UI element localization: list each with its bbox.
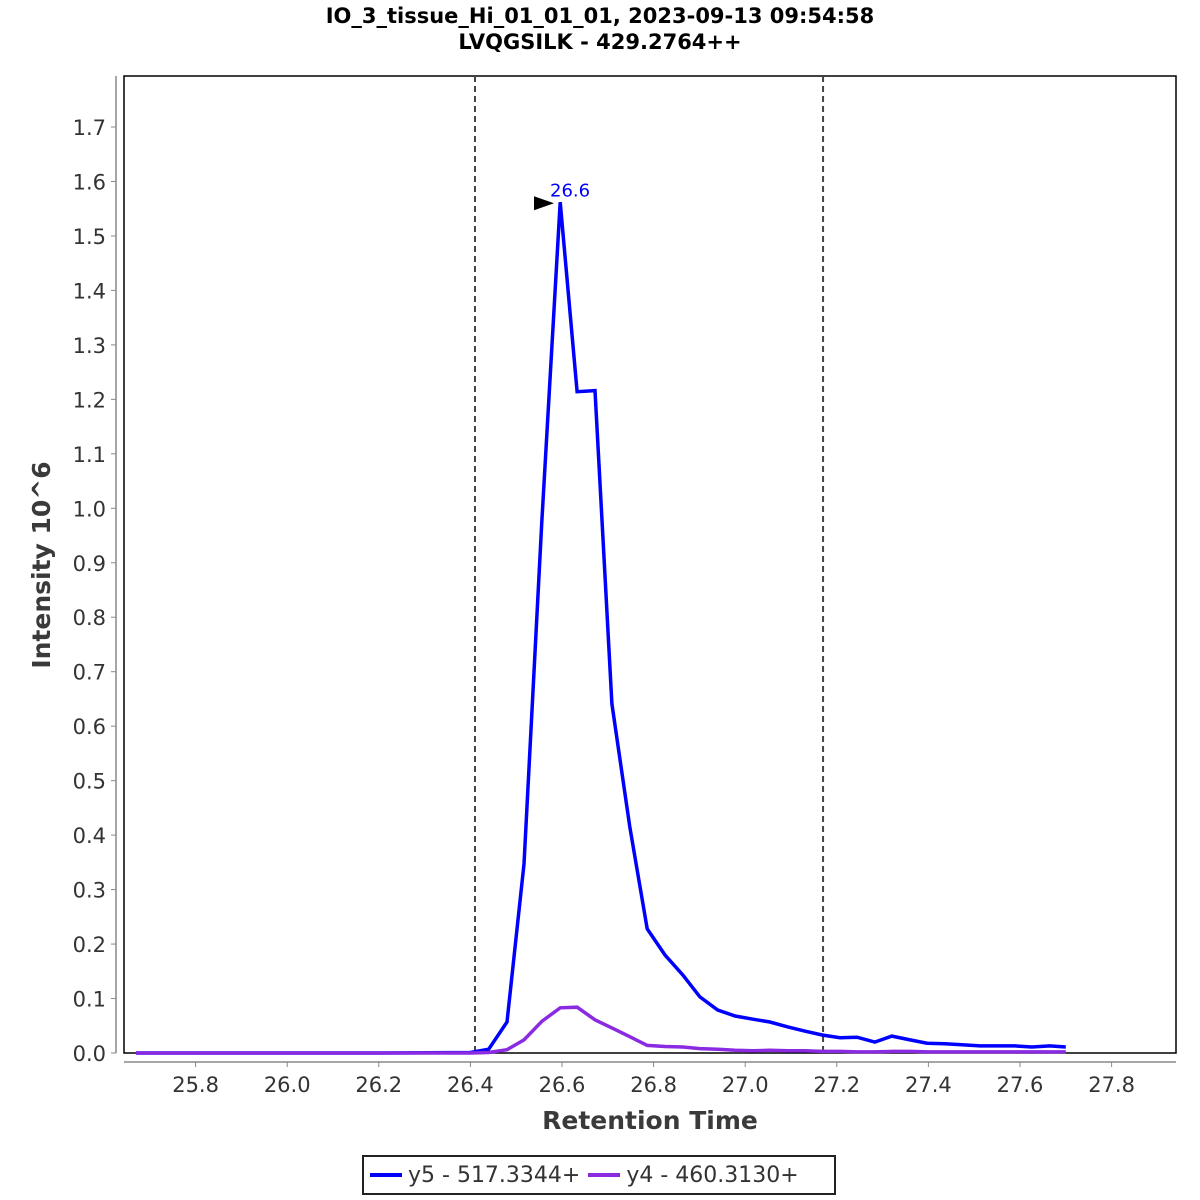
y-tick-label: 0.1: [73, 988, 106, 1012]
x-tick-label: 26.8: [630, 1073, 677, 1097]
peak-marker-arrow-icon: [534, 196, 554, 211]
y-tick-label: 1.1: [73, 443, 106, 467]
y-tick-label: 1.2: [73, 388, 106, 412]
y-tick-label: 0.3: [73, 879, 106, 903]
y-tick-label: 0.9: [73, 552, 106, 576]
y-tick-label: 0.6: [73, 715, 106, 739]
y-tick-label: 0.5: [73, 770, 106, 794]
y-tick-label: 0.4: [73, 824, 106, 848]
x-tick-label: 27.0: [722, 1073, 769, 1097]
x-tick-label: 26.6: [539, 1073, 586, 1097]
legend-swatch-y4: [588, 1173, 621, 1177]
plot-area: [123, 75, 1177, 1054]
x-tick-label: 25.8: [172, 1073, 219, 1097]
chart-title-line1: IO_3_tissue_Hi_01_01_01, 2023-09-13 09:5…: [325, 4, 875, 28]
legend-item-y5: y5 - 517.3344+: [370, 1163, 580, 1188]
y-tick-label: 1.0: [73, 497, 106, 521]
legend-label-y4: y4 - 460.3130+: [626, 1162, 799, 1188]
y-tick-label: 1.3: [73, 334, 106, 358]
x-tick-label: 26.0: [264, 1073, 311, 1097]
x-tick-label: 27.2: [813, 1073, 860, 1097]
x-axis-label: Retention Time: [542, 1106, 758, 1135]
x-tick-label: 27.6: [997, 1073, 1044, 1097]
y-tick-label: 1.6: [73, 170, 106, 194]
x-tick-label: 27.8: [1088, 1073, 1135, 1097]
y-tick-label: 0.7: [73, 661, 106, 685]
legend-swatch-y5: [370, 1173, 402, 1177]
chart-title-line2: LVQGSILK - 429.2764++: [458, 30, 742, 54]
legend: y5 - 517.3344+ y4 - 460.3130+: [362, 1155, 836, 1195]
legend-item-y4: y4 - 460.3130+: [588, 1162, 799, 1188]
x-tick-label: 27.4: [905, 1073, 952, 1097]
y-tick-label: 0.0: [73, 1042, 106, 1066]
x-tick-label: 26.2: [355, 1073, 402, 1097]
y-tick-label: 1.7: [73, 116, 106, 140]
series-y4-line: [136, 1005, 1066, 1055]
legend-label-y5: y5 - 517.3344+: [408, 1162, 581, 1188]
y-tick-label: 0.2: [73, 933, 106, 957]
y-axis-label: Intensity 10^6: [27, 461, 56, 668]
y-tick-label: 0.8: [73, 606, 106, 630]
y-tick-label: 1.4: [73, 279, 106, 303]
x-tick-label: 26.4: [447, 1073, 494, 1097]
series-y5-line: [136, 202, 1066, 1055]
peak-label: 26.6: [550, 180, 590, 201]
y-tick-label: 1.5: [73, 225, 106, 249]
